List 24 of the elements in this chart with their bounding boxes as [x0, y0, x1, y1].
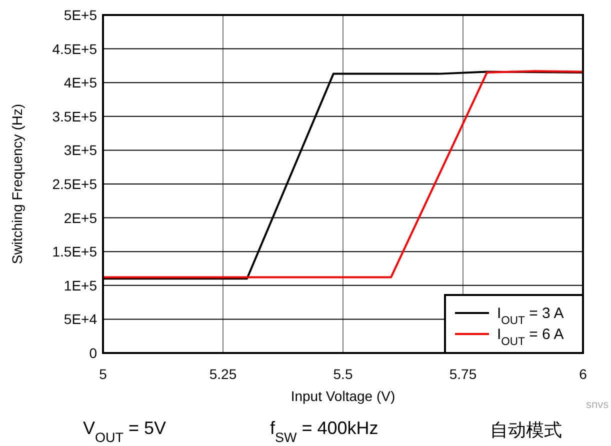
legend-label: I$_{OUT}$ = 3 A	[497, 305, 564, 327]
y-tick-label: 2.5E+5	[52, 176, 98, 192]
y-tick-label: 1.5E+5	[52, 244, 98, 260]
text: f$_{SW}$ = 400kHz	[270, 418, 378, 444]
text: 自动模式	[490, 420, 562, 440]
y-tick-label: 5E+5	[64, 7, 98, 23]
x-tick-label: 5.25	[209, 366, 237, 382]
x-tick-label: 6	[579, 366, 588, 382]
x-tick-label: 5.5	[333, 366, 353, 382]
y-tick-label: 4E+5	[64, 74, 98, 91]
text: snvs	[586, 399, 610, 411]
y-tick-label: 3.5E+5	[52, 108, 98, 124]
x-axis-title: Input Voltage (V)	[290, 388, 396, 404]
y-tick-label: 3E+5	[64, 142, 98, 158]
x-tick-label: 5	[99, 366, 108, 382]
text: V$_{OUT}$ = 5V	[83, 418, 166, 444]
x-tick-label: 5.75	[449, 366, 477, 382]
y-axis-title: Switching Frequency (Hz)	[9, 104, 25, 264]
legend-label: I$_{OUT}$ = 6 A	[497, 326, 564, 348]
y-tick-label: 1E+5	[64, 277, 98, 294]
y-tick-label: 5E+4	[64, 311, 98, 328]
y-tick-label: 2E+5	[64, 210, 98, 226]
y-tick-label: 0	[89, 345, 98, 361]
y-tick-label: 4.5E+5	[52, 40, 98, 57]
